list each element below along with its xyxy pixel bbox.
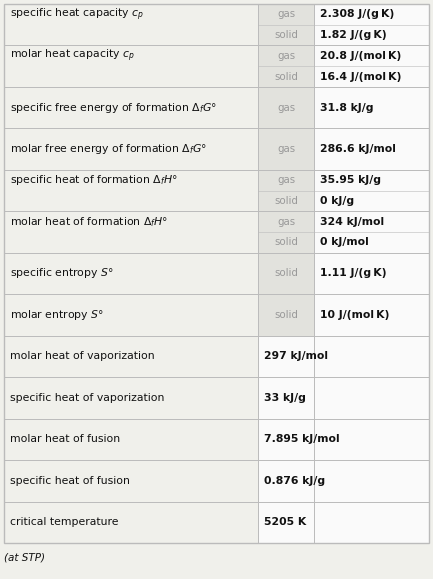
Bar: [258, 66, 314, 87]
Bar: [258, 211, 314, 232]
Bar: [4, 4, 258, 25]
Text: molar entropy $S$°: molar entropy $S$°: [10, 308, 104, 322]
Bar: [258, 129, 314, 170]
Bar: [4, 170, 258, 190]
Text: molar heat of formation $\Delta_f H$°: molar heat of formation $\Delta_f H$°: [10, 215, 168, 229]
Bar: [258, 232, 314, 253]
Text: 0.876 kJ/g: 0.876 kJ/g: [264, 476, 325, 486]
Bar: [258, 377, 429, 419]
Bar: [4, 501, 258, 543]
Text: specific heat of fusion: specific heat of fusion: [10, 476, 130, 486]
Bar: [314, 253, 429, 294]
Text: 0 kJ/mol: 0 kJ/mol: [320, 237, 369, 247]
Bar: [4, 46, 258, 66]
Text: 31.8 kJ/g: 31.8 kJ/g: [320, 102, 374, 113]
Bar: [314, 190, 429, 211]
Bar: [258, 294, 314, 336]
Bar: [4, 190, 258, 211]
Bar: [258, 25, 314, 46]
Bar: [258, 419, 429, 460]
Bar: [4, 25, 258, 46]
Text: 1.82 J/(g K): 1.82 J/(g K): [320, 30, 387, 40]
Text: gas: gas: [277, 51, 295, 61]
Bar: [258, 336, 429, 377]
Bar: [314, 129, 429, 170]
Bar: [4, 87, 258, 129]
Text: 33 kJ/g: 33 kJ/g: [264, 393, 306, 403]
Bar: [314, 25, 429, 46]
Text: 286.6 kJ/mol: 286.6 kJ/mol: [320, 144, 396, 154]
Text: 297 kJ/mol: 297 kJ/mol: [264, 351, 328, 361]
Bar: [258, 460, 429, 501]
Text: specific heat capacity $c_p$: specific heat capacity $c_p$: [10, 6, 144, 23]
Text: solid: solid: [274, 30, 298, 40]
Bar: [4, 66, 258, 87]
Bar: [4, 294, 258, 336]
Text: 2.308 J/(g K): 2.308 J/(g K): [320, 9, 394, 19]
Text: solid: solid: [274, 269, 298, 278]
Text: critical temperature: critical temperature: [10, 517, 119, 527]
Bar: [258, 170, 314, 190]
Text: gas: gas: [277, 217, 295, 226]
Bar: [4, 253, 258, 294]
Text: 324 kJ/mol: 324 kJ/mol: [320, 217, 385, 226]
Bar: [4, 211, 258, 232]
Bar: [258, 87, 314, 129]
Bar: [258, 190, 314, 211]
Text: 0 kJ/g: 0 kJ/g: [320, 196, 354, 206]
Bar: [258, 501, 429, 543]
Bar: [258, 4, 314, 25]
Bar: [4, 419, 258, 460]
Bar: [314, 232, 429, 253]
Text: specific heat of vaporization: specific heat of vaporization: [10, 393, 165, 403]
Text: molar heat capacity $c_p$: molar heat capacity $c_p$: [10, 47, 135, 64]
Text: specific entropy $S$°: specific entropy $S$°: [10, 266, 113, 280]
Text: gas: gas: [277, 9, 295, 19]
Bar: [4, 336, 258, 377]
Text: 35.95 kJ/g: 35.95 kJ/g: [320, 175, 381, 185]
Text: 5205 K: 5205 K: [264, 517, 307, 527]
Text: gas: gas: [277, 102, 295, 113]
Bar: [314, 211, 429, 232]
Text: 16.4 J/(mol K): 16.4 J/(mol K): [320, 72, 402, 82]
Text: gas: gas: [277, 175, 295, 185]
Bar: [314, 170, 429, 190]
Bar: [258, 253, 314, 294]
Bar: [4, 460, 258, 501]
Bar: [4, 129, 258, 170]
Text: gas: gas: [277, 144, 295, 154]
Bar: [314, 87, 429, 129]
Bar: [4, 232, 258, 253]
Text: 10 J/(mol K): 10 J/(mol K): [320, 310, 390, 320]
Text: solid: solid: [274, 237, 298, 247]
Bar: [314, 294, 429, 336]
Text: 1.11 J/(g K): 1.11 J/(g K): [320, 269, 387, 278]
Text: solid: solid: [274, 196, 298, 206]
Text: molar heat of vaporization: molar heat of vaporization: [10, 351, 155, 361]
Bar: [258, 46, 314, 66]
Text: molar heat of fusion: molar heat of fusion: [10, 434, 120, 444]
Bar: [4, 377, 258, 419]
Text: specific free energy of formation $\Delta_f G$°: specific free energy of formation $\Delt…: [10, 101, 217, 115]
Text: 7.895 kJ/mol: 7.895 kJ/mol: [264, 434, 340, 444]
Text: specific heat of formation $\Delta_f H$°: specific heat of formation $\Delta_f H$°: [10, 173, 178, 187]
Bar: [314, 66, 429, 87]
Text: solid: solid: [274, 310, 298, 320]
Text: 20.8 J/(mol K): 20.8 J/(mol K): [320, 51, 401, 61]
Bar: [314, 46, 429, 66]
Text: solid: solid: [274, 72, 298, 82]
Text: (at STP): (at STP): [4, 553, 45, 563]
Bar: [314, 4, 429, 25]
Text: molar free energy of formation $\Delta_f G$°: molar free energy of formation $\Delta_f…: [10, 142, 207, 156]
